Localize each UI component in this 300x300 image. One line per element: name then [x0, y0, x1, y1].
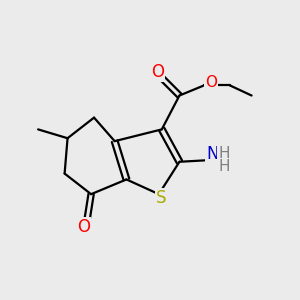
- Text: H: H: [218, 159, 230, 174]
- Text: S: S: [156, 189, 166, 207]
- Text: O: O: [77, 218, 90, 236]
- Text: H: H: [218, 146, 230, 161]
- Text: N: N: [206, 145, 219, 163]
- Text: O: O: [205, 75, 217, 90]
- Text: O: O: [151, 63, 164, 81]
